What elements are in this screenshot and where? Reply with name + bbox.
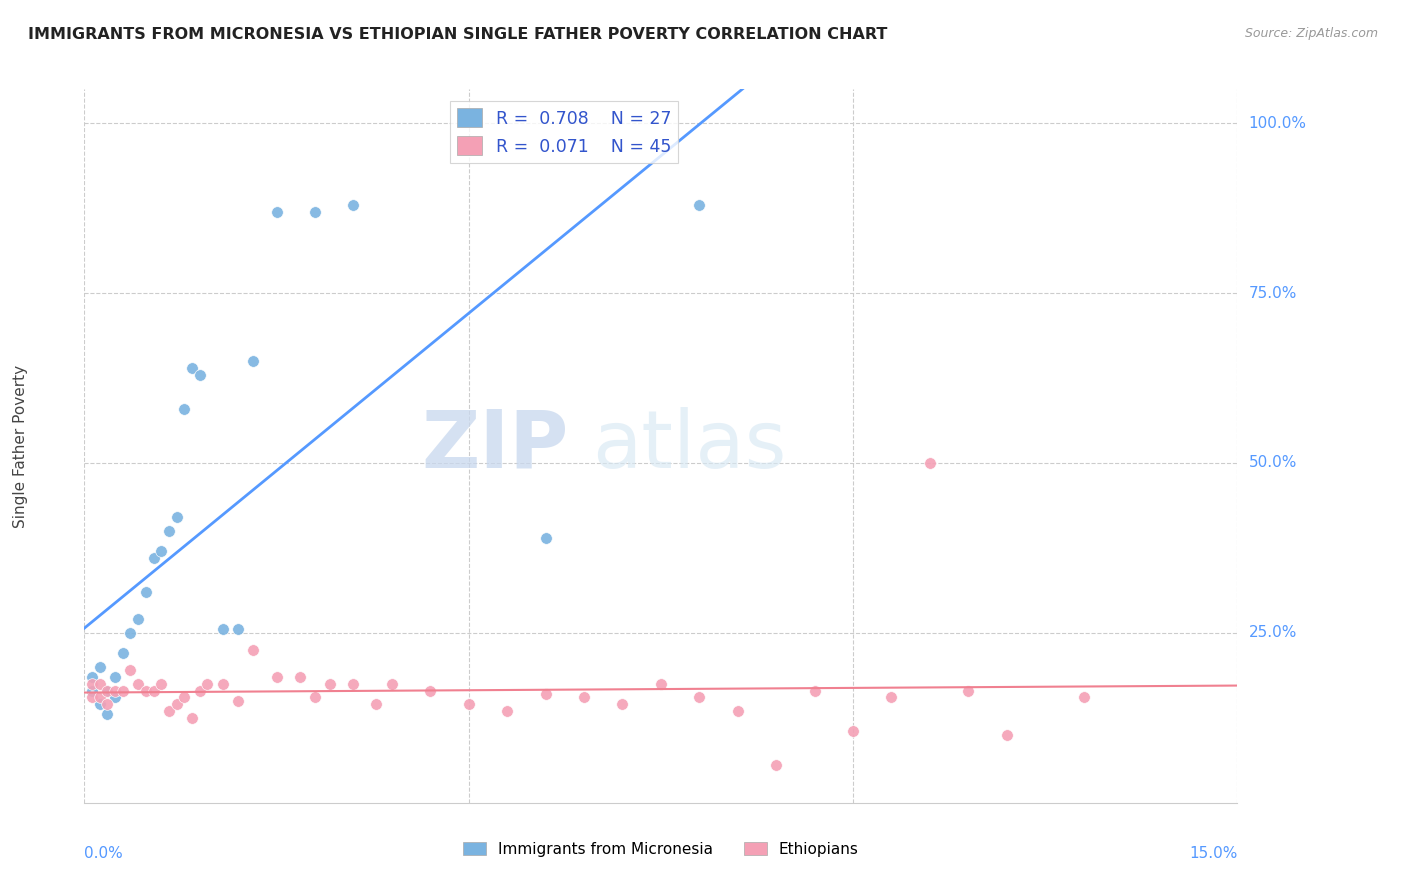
Point xyxy=(80,677,103,691)
Point xyxy=(96,707,118,722)
Point xyxy=(1073,690,1095,705)
Point xyxy=(135,585,157,599)
Text: 50.0%: 50.0% xyxy=(1249,456,1296,470)
Point xyxy=(650,677,672,691)
Point xyxy=(534,531,557,545)
Point xyxy=(80,690,103,705)
Point xyxy=(127,677,149,691)
Point xyxy=(381,677,404,691)
Point xyxy=(342,198,364,212)
Point xyxy=(880,690,903,705)
Point xyxy=(342,677,364,691)
Point xyxy=(96,698,118,712)
Text: 75.0%: 75.0% xyxy=(1249,285,1296,301)
Point xyxy=(572,690,595,705)
Point xyxy=(142,551,165,566)
Point xyxy=(765,758,787,772)
Point xyxy=(173,401,195,416)
Point xyxy=(366,698,388,712)
Point xyxy=(995,728,1018,742)
Point xyxy=(150,544,173,558)
Point xyxy=(688,690,710,705)
Text: 15.0%: 15.0% xyxy=(1189,846,1237,861)
Point xyxy=(319,677,342,691)
Point xyxy=(266,204,288,219)
Point xyxy=(612,698,634,712)
Point xyxy=(195,677,218,691)
Point xyxy=(166,698,188,712)
Point xyxy=(120,626,142,640)
Point xyxy=(157,704,180,718)
Point xyxy=(242,643,264,657)
Point xyxy=(96,683,118,698)
Point xyxy=(127,612,149,626)
Point xyxy=(89,660,111,674)
Point xyxy=(89,690,111,705)
Point xyxy=(803,683,825,698)
Point xyxy=(288,670,311,684)
Point xyxy=(157,524,180,538)
Point xyxy=(120,663,142,677)
Point xyxy=(534,687,557,701)
Point xyxy=(142,683,165,698)
Point xyxy=(80,683,103,698)
Point xyxy=(304,204,326,219)
Text: Single Father Poverty: Single Father Poverty xyxy=(14,365,28,527)
Text: 25.0%: 25.0% xyxy=(1249,625,1296,640)
Text: atlas: atlas xyxy=(592,407,786,485)
Point xyxy=(496,704,519,718)
Point xyxy=(727,704,749,718)
Point xyxy=(211,623,233,637)
Point xyxy=(226,623,249,637)
Point xyxy=(457,698,479,712)
Legend: R =  0.708    N = 27, R =  0.071    N = 45: R = 0.708 N = 27, R = 0.071 N = 45 xyxy=(450,102,678,162)
Point xyxy=(211,677,233,691)
Point xyxy=(96,683,118,698)
Text: 0.0%: 0.0% xyxy=(84,846,124,861)
Point xyxy=(419,683,441,698)
Text: IMMIGRANTS FROM MICRONESIA VS ETHIOPIAN SINGLE FATHER POVERTY CORRELATION CHART: IMMIGRANTS FROM MICRONESIA VS ETHIOPIAN … xyxy=(28,27,887,42)
Point xyxy=(89,698,111,712)
Point xyxy=(111,683,134,698)
Point xyxy=(104,683,127,698)
Point xyxy=(104,690,127,705)
Point xyxy=(111,646,134,660)
Point xyxy=(166,510,188,524)
Point xyxy=(188,683,211,698)
Point xyxy=(688,198,710,212)
Point xyxy=(150,677,173,691)
Text: 100.0%: 100.0% xyxy=(1249,116,1306,131)
Text: Source: ZipAtlas.com: Source: ZipAtlas.com xyxy=(1244,27,1378,40)
Point xyxy=(266,670,288,684)
Point xyxy=(181,711,204,725)
Text: ZIP: ZIP xyxy=(422,407,568,485)
Point xyxy=(89,677,111,691)
Point xyxy=(173,690,195,705)
Point xyxy=(242,354,264,368)
Point xyxy=(918,456,941,470)
Point xyxy=(135,683,157,698)
Point xyxy=(842,724,865,739)
Point xyxy=(226,694,249,708)
Point xyxy=(80,670,103,684)
Point xyxy=(188,368,211,382)
Point xyxy=(304,690,326,705)
Point xyxy=(181,360,204,375)
Point xyxy=(957,683,980,698)
Point xyxy=(104,670,127,684)
